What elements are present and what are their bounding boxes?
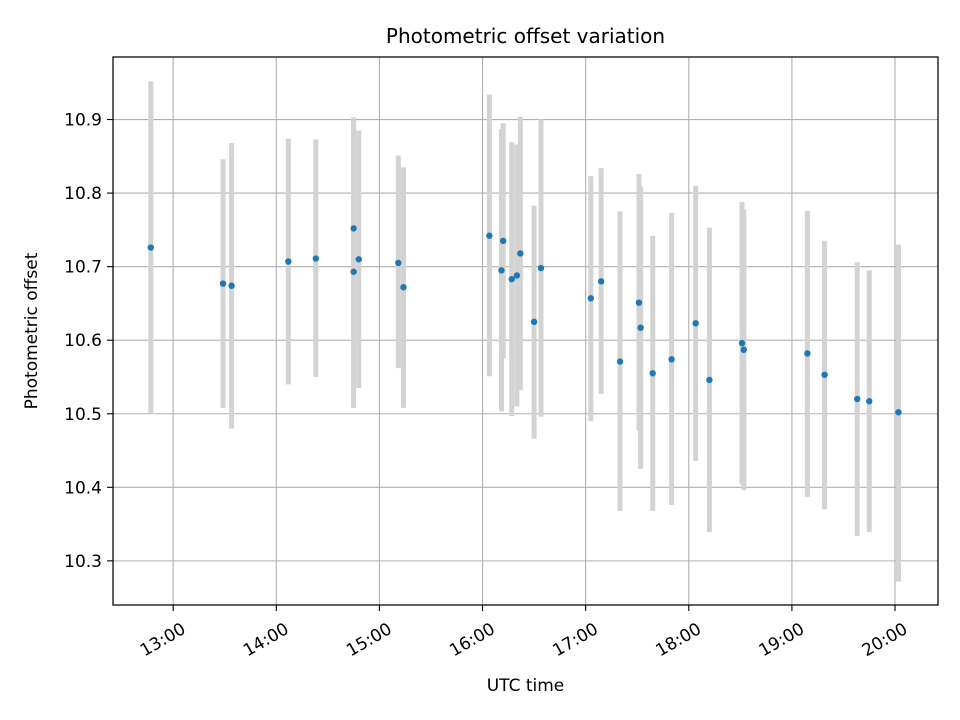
chart-title: Photometric offset variation [386,24,665,48]
x-tick-label: 16:00 [446,619,498,661]
data-point [355,256,362,263]
data-point [499,237,507,245]
y-tick-label: 10.9 [64,111,102,131]
data-point [616,358,624,365]
data-point [587,295,595,302]
y-tick-label: 10.4 [64,478,102,498]
data-point [854,395,861,403]
x-tick-label: 14:00 [240,619,292,661]
y-tick-label: 10.3 [64,552,102,572]
data-point [635,299,643,306]
y-axis-label: Photometric offset [22,252,42,409]
x-tick-label: 13:00 [137,619,189,661]
data-point [895,409,902,416]
grid-lines [113,57,938,605]
y-tick-label: 10.6 [64,331,102,351]
data-point [400,284,407,291]
plot-frame [112,56,939,606]
data-point [285,258,292,265]
x-tick-label: 18:00 [652,619,704,661]
data-point [804,350,811,357]
data-point [513,272,521,279]
data-point [219,280,227,287]
data-point [740,346,747,353]
data-point [517,250,524,257]
data-point [866,398,873,405]
data-point [147,244,155,251]
data-point [350,268,357,275]
x-axis-ticks: 13:00 14:00 15:00 16:00 17:00 18:00 19:00 20:00 [137,605,911,661]
data-point [486,232,493,239]
data-points [147,225,902,416]
data-point [637,324,644,331]
data-point [537,264,545,272]
y-tick-label: 10.5 [64,405,102,425]
data-point [649,370,656,377]
data-point [692,320,699,327]
x-tick-label: 20:00 [859,619,911,661]
x-tick-label: 17:00 [549,619,601,661]
data-point [821,371,828,378]
data-point [530,318,538,326]
x-axis-label: UTC time [487,676,565,696]
data-point [738,339,746,347]
y-tick-label: 10.7 [64,258,102,278]
data-point [597,278,605,285]
error-bars [148,81,901,582]
data-point [350,225,357,232]
data-point [498,267,505,274]
x-tick-label: 19:00 [756,619,808,661]
y-axis-ticks: 10.3 10.4 10.5 10.6 10.7 10.8 10.9 [64,111,113,572]
data-point [395,259,402,267]
y-tick-label: 10.8 [64,184,102,204]
x-tick-label: 15:00 [343,619,395,661]
data-point [508,275,515,283]
data-point [228,282,235,289]
data-point [706,376,713,384]
data-point [312,255,320,262]
data-point [668,356,675,363]
